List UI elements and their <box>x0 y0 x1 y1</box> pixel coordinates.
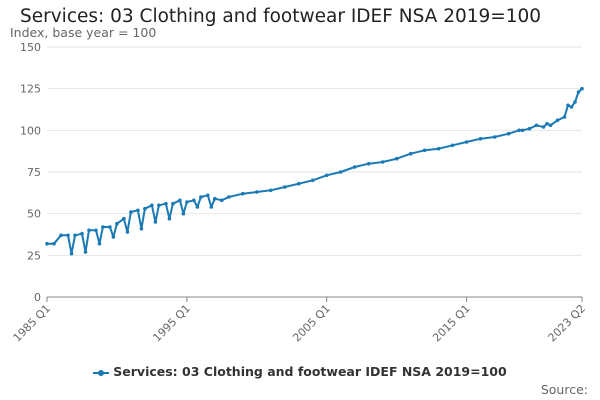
data-point[interactable] <box>352 165 357 169</box>
data-point[interactable] <box>111 235 116 239</box>
data-point[interactable] <box>576 90 581 94</box>
data-point[interactable] <box>192 198 196 203</box>
data-point[interactable] <box>122 216 126 221</box>
series-line <box>47 87 583 255</box>
data-point[interactable] <box>136 208 140 213</box>
data-point[interactable] <box>422 148 427 153</box>
data-point[interactable] <box>527 126 532 131</box>
data-point[interactable] <box>94 228 98 233</box>
data-point[interactable] <box>283 185 287 189</box>
data-point[interactable] <box>83 250 88 254</box>
y-tick-label: 75 <box>27 166 41 179</box>
data-point[interactable] <box>534 123 539 128</box>
data-point[interactable] <box>436 146 441 151</box>
data-point[interactable] <box>269 188 273 193</box>
y-tick-label: 125 <box>20 83 41 96</box>
gridlines <box>47 46 582 298</box>
data-point[interactable] <box>59 233 63 238</box>
data-point[interactable] <box>450 143 455 148</box>
data-point[interactable] <box>569 105 574 109</box>
data-point[interactable] <box>324 173 329 178</box>
y-tick-label: 0 <box>34 291 41 304</box>
data-point[interactable] <box>506 131 511 136</box>
data-point[interactable] <box>139 226 144 231</box>
y-tick-label: 150 <box>20 41 41 54</box>
x-tick-label: 2005 Q1 <box>290 302 333 345</box>
data-point[interactable] <box>548 123 553 128</box>
data-point[interactable] <box>206 193 210 198</box>
series-group <box>45 86 584 256</box>
data-point[interactable] <box>115 221 119 226</box>
data-point[interactable] <box>580 86 584 91</box>
data-point[interactable] <box>69 251 74 256</box>
data-point[interactable] <box>311 178 315 183</box>
chart-title: Services: 03 Clothing and footwear IDEF … <box>20 6 542 27</box>
data-point[interactable] <box>297 181 301 186</box>
data-point[interactable] <box>492 135 497 139</box>
data-point[interactable] <box>227 195 231 199</box>
data-point[interactable] <box>464 140 469 144</box>
y-axis: 0 25 50 75 100 125 150 <box>20 41 41 304</box>
data-point[interactable] <box>199 195 203 199</box>
x-tick-label: 2015 Q1 <box>430 302 473 345</box>
data-point[interactable] <box>178 198 182 203</box>
data-point[interactable] <box>125 230 130 234</box>
data-point[interactable] <box>87 228 91 233</box>
data-point[interactable] <box>157 203 161 208</box>
data-point[interactable] <box>164 201 168 206</box>
data-point[interactable] <box>143 206 147 211</box>
data-point[interactable] <box>73 233 77 238</box>
data-point[interactable] <box>338 170 343 174</box>
data-point[interactable] <box>181 211 186 216</box>
x-tick-label: 2023 Q2 <box>546 302 589 345</box>
data-point[interactable] <box>573 100 577 104</box>
data-point[interactable] <box>66 233 70 238</box>
data-point[interactable] <box>254 190 259 194</box>
y-tick-label: 50 <box>27 208 41 221</box>
data-point[interactable] <box>394 156 399 161</box>
data-point[interactable] <box>153 220 158 224</box>
x-axis: 1985 Q1 1995 Q1 2005 Q1 2015 Q1 2023 Q2 <box>11 296 589 345</box>
y-tick-label: 25 <box>27 249 41 262</box>
data-point[interactable] <box>478 136 483 141</box>
data-point[interactable] <box>101 225 105 229</box>
x-tick-label: 1995 Q1 <box>150 302 193 345</box>
data-point[interactable] <box>562 115 567 119</box>
data-point[interactable] <box>80 231 84 236</box>
data-point[interactable] <box>108 225 112 229</box>
data-point[interactable] <box>545 121 549 126</box>
data-point[interactable] <box>241 191 245 196</box>
source-label: Source: <box>540 382 588 397</box>
data-point[interactable] <box>541 125 546 129</box>
data-point[interactable] <box>209 205 214 209</box>
legend[interactable]: Services: 03 Clothing and footwear IDEF … <box>0 364 600 379</box>
data-point[interactable] <box>213 196 217 201</box>
data-point[interactable] <box>167 216 172 221</box>
legend-label: Services: 03 Clothing and footwear IDEF … <box>113 364 507 379</box>
data-point[interactable] <box>45 241 49 246</box>
data-point[interactable] <box>150 203 154 208</box>
data-point[interactable] <box>380 160 385 164</box>
data-point[interactable] <box>97 241 102 246</box>
data-point[interactable] <box>171 201 175 206</box>
y-tick-label: 100 <box>20 124 41 137</box>
data-point[interactable] <box>52 241 56 246</box>
data-point[interactable] <box>408 151 413 156</box>
legend-marker-icon <box>93 368 110 378</box>
data-point[interactable] <box>517 128 521 133</box>
data-point[interactable] <box>129 210 133 214</box>
data-point[interactable] <box>195 205 200 209</box>
data-point[interactable] <box>566 103 570 108</box>
y-axis-label: Index, base year = 100 <box>10 25 157 40</box>
x-tick-label: 1985 Q1 <box>11 302 54 345</box>
data-point[interactable] <box>220 198 224 203</box>
data-point[interactable] <box>366 161 371 166</box>
data-point[interactable] <box>555 118 560 123</box>
data-point[interactable] <box>185 200 189 204</box>
data-point[interactable] <box>520 128 525 133</box>
